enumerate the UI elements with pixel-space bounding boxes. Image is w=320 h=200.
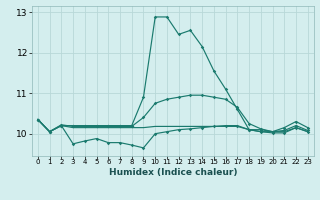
X-axis label: Humidex (Indice chaleur): Humidex (Indice chaleur) [108, 168, 237, 177]
